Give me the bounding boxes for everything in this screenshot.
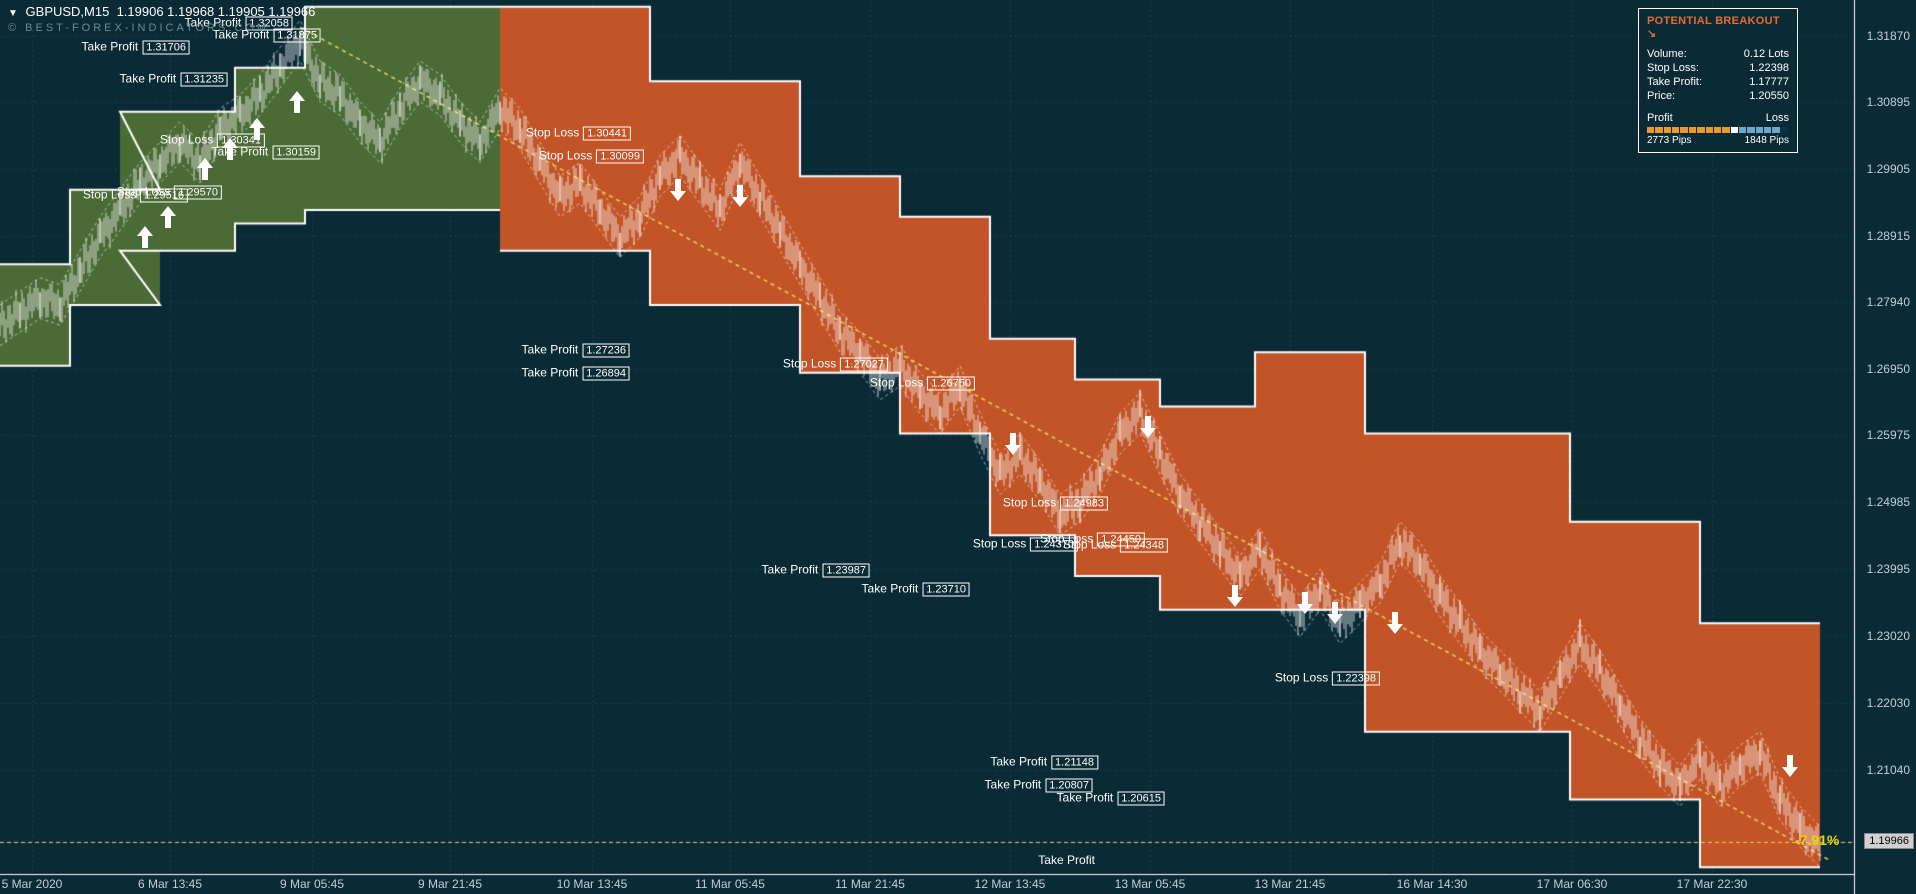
x-tick-label: 5 Mar 2020 [2, 877, 63, 891]
chart-canvas[interactable] [0, 0, 1916, 894]
panel-row: Stop Loss:1.22398 [1647, 62, 1789, 74]
chart-container[interactable]: ▼ GBPUSD,M15 1.19906 1.19968 1.19905 1.1… [0, 0, 1916, 894]
arrow-down-icon [732, 185, 748, 207]
x-tick-label: 9 Mar 05:45 [280, 877, 344, 891]
ohlc-values: 1.19906 1.19968 1.19905 1.19966 [117, 4, 316, 19]
x-axis: 5 Mar 2020 6 Mar 13:45 9 Mar 05:45 9 Mar 21… [0, 874, 1854, 894]
arrow-up-icon [137, 226, 153, 248]
signal-label: Stop Loss1.26750 [870, 375, 975, 390]
arrow-up-icon [249, 118, 265, 140]
panel-row: Volume:0.12 Lots [1647, 48, 1789, 60]
signal-label: Take Profit1.31706 [82, 39, 190, 54]
arrow-up-icon [197, 158, 213, 180]
x-tick-label: 13 Mar 21:45 [1255, 877, 1326, 891]
x-tick-label: 12 Mar 13:45 [975, 877, 1046, 891]
percent-change-label: -7.91% [1795, 832, 1839, 848]
x-tick-label: 16 Mar 14:30 [1397, 877, 1468, 891]
loss-label: Loss [1766, 112, 1789, 124]
signal-label: Stop Loss1.30441 [526, 125, 631, 140]
signal-label: Take Profit1.23987 [762, 562, 870, 577]
profit-pips: 2773 Pips [1647, 135, 1691, 146]
arrow-up-icon [222, 138, 238, 160]
x-tick-label: 17 Mar 22:30 [1677, 877, 1748, 891]
arrow-down-icon [1005, 433, 1021, 455]
profit-loss-bar [1647, 127, 1789, 133]
x-tick-label: 9 Mar 21:45 [418, 877, 482, 891]
signal-label: Take Profit1.23710 [862, 581, 970, 596]
panel-row: Price:1.20550 [1647, 90, 1789, 102]
signal-label: Take Profit1.31235 [120, 71, 228, 86]
x-tick-label: 13 Mar 05:45 [1115, 877, 1186, 891]
x-tick-label: 10 Mar 13:45 [557, 877, 628, 891]
arrow-down-icon [1227, 585, 1243, 607]
breakout-panel: POTENTIAL BREAKOUT ↘ Volume:0.12 Lots Sto… [1638, 8, 1798, 153]
signal-label: Take Profit1.20615 [1057, 791, 1165, 806]
x-tick-label: 17 Mar 06:30 [1537, 877, 1608, 891]
panel-title: POTENTIAL BREAKOUT ↘ [1647, 15, 1789, 40]
x-tick-label: 11 Mar 05:45 [695, 877, 765, 891]
symbol-name: GBPUSD,M15 [26, 4, 110, 19]
dropdown-icon: ▼ [8, 8, 18, 19]
arrow-down-icon [1327, 602, 1343, 624]
signal-label: Stop Loss1.27027 [783, 356, 888, 371]
breakout-direction-icon: ↘ [1647, 28, 1657, 40]
loss-pips: 1848 Pips [1745, 135, 1789, 146]
signal-label: Stop Loss1.22398 [1275, 670, 1380, 685]
signal-label: Stop Loss1.24348 [1063, 538, 1168, 553]
arrow-down-icon [1140, 416, 1156, 438]
x-tick-label: 11 Mar 21:45 [835, 877, 905, 891]
panel-row: Take Profit:1.17777 [1647, 76, 1789, 88]
arrow-up-icon [289, 91, 305, 113]
signal-label: Take Profit [1038, 853, 1095, 867]
copyright-text: © BEST-FOREX-INDICATORS.COM [8, 22, 269, 34]
signal-label: Stop Loss1.30099 [539, 148, 644, 163]
arrow-down-icon [1387, 612, 1403, 634]
x-tick-label: 6 Mar 13:45 [138, 877, 202, 891]
profit-label: Profit [1647, 112, 1673, 124]
symbol-header: ▼ GBPUSD,M15 1.19906 1.19968 1.19905 1.1… [8, 4, 315, 19]
signal-label: Take Profit1.21148 [990, 755, 1098, 770]
signal-label: Stop Loss1.29516 [83, 188, 188, 203]
signal-label: Take Profit1.26894 [522, 366, 630, 381]
arrow-down-icon [1297, 592, 1313, 614]
signal-label: Take Profit1.27236 [522, 342, 630, 357]
arrow-up-icon [160, 206, 176, 228]
signal-label: Stop Loss1.24983 [1003, 495, 1108, 510]
arrow-down-icon [1782, 755, 1798, 777]
arrow-down-icon [670, 179, 686, 201]
